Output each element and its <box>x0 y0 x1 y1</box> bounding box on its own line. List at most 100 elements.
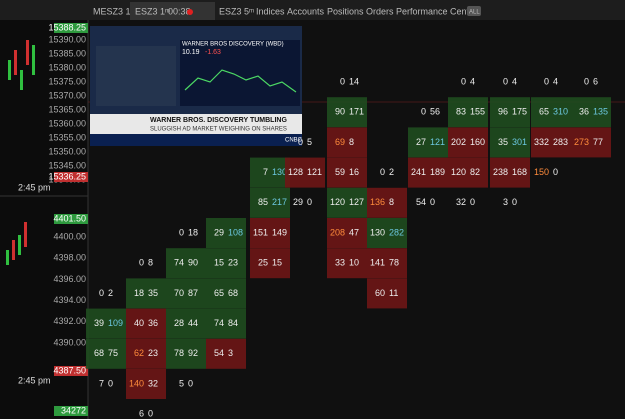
bid-volume: 36 <box>579 107 589 117</box>
cell-bg <box>448 127 488 158</box>
video-price: 10.19 <box>182 49 200 56</box>
tab[interactable]: ESZ3 5ᵐ <box>219 6 254 16</box>
video-line <box>184 69 297 93</box>
bid-volume: 208 <box>330 227 345 237</box>
ask-volume: 8 <box>148 258 153 268</box>
video-title: WARNER BROS DISCOVERY (WBD) <box>182 42 284 48</box>
bid-volume: 0 <box>421 107 426 117</box>
bid-volume: 54 <box>416 197 426 207</box>
ask-volume: 155 <box>470 107 485 117</box>
tab[interactable]: Positions <box>327 6 364 16</box>
ask-volume: 0 <box>512 197 517 207</box>
video-network: CNBC <box>285 138 303 144</box>
ask-volume: 6 <box>593 76 598 86</box>
ask-volume: 282 <box>389 227 404 237</box>
bid-volume: 90 <box>335 107 345 117</box>
ask-volume: 168 <box>512 167 527 177</box>
ask-volume: 68 <box>228 288 238 298</box>
video-change: -1.63 <box>205 49 221 56</box>
tab[interactable]: 00:38 <box>168 6 191 16</box>
ask-volume: 47 <box>349 227 359 237</box>
ask-volume: 14 <box>349 76 359 86</box>
video-chart <box>180 40 300 106</box>
cell-bg <box>327 187 367 218</box>
ask-volume: 0 <box>430 197 435 207</box>
bid-volume: 70 <box>174 288 184 298</box>
ask-volume: 4 <box>470 76 475 86</box>
ask-volume: 11 <box>389 288 398 298</box>
video-headline: WARNER BROS. DISCOVERY TUMBLING <box>150 117 287 124</box>
ask-volume: 0 <box>470 197 475 207</box>
cell-bg <box>367 278 407 309</box>
tab[interactable]: Performance Center <box>396 6 477 16</box>
bid-volume: 40 <box>134 318 144 328</box>
ask-volume: 149 <box>272 227 287 237</box>
bid-volume: 27 <box>416 137 426 147</box>
ask-volume: 35 <box>148 288 158 298</box>
price-label: 15355.00 <box>48 132 86 142</box>
bid-volume: 7 <box>263 167 268 177</box>
candle <box>26 40 29 65</box>
bid-volume: 120 <box>451 167 466 177</box>
high-label: 15388.25 <box>48 22 86 32</box>
bid-volume: 7 <box>99 378 104 388</box>
cell-bg <box>285 157 325 188</box>
bid-volume: 39 <box>94 318 104 328</box>
price-label: 4398.00 <box>53 253 86 263</box>
bid-volume: 151 <box>253 227 268 237</box>
ask-volume: 2 <box>389 167 394 177</box>
ask-volume: 15 <box>272 258 282 268</box>
cell-bg <box>531 127 571 158</box>
bid-volume: 0 <box>179 227 184 237</box>
ask-volume: 130 <box>272 167 287 177</box>
ask-volume: 0 <box>553 167 558 177</box>
tab-badge <box>467 6 481 16</box>
price-label: 15390.00 <box>48 34 86 44</box>
price-label: 15360.00 <box>48 118 86 128</box>
bid-volume: 141 <box>370 258 385 268</box>
bid-volume: 65 <box>539 107 549 117</box>
ask-volume: 84 <box>228 318 238 328</box>
ask-volume: 2 <box>108 288 113 298</box>
cell-bg <box>367 248 407 279</box>
bid-volume: 0 <box>503 76 508 86</box>
tab[interactable]: Indices <box>256 6 285 16</box>
price-label: 4400.00 <box>53 231 86 241</box>
ask-volume: 23 <box>228 258 238 268</box>
price-label: 15350.00 <box>48 146 86 156</box>
tab[interactable]: MESZ3 1ᵐ <box>93 6 136 16</box>
cell-bg <box>448 97 488 128</box>
ask-volume: 310 <box>553 107 568 117</box>
ask-volume: 160 <box>470 137 485 147</box>
bid-volume: 332 <box>534 137 549 147</box>
tab[interactable]: ESZ3 1ᵐ <box>135 6 170 16</box>
ask-volume: 189 <box>430 167 445 177</box>
bid-volume: 120 <box>330 197 345 207</box>
bid-volume: 0 <box>99 288 104 298</box>
cell-bg <box>250 157 290 188</box>
ask-volume: 0 <box>307 197 312 207</box>
bid-volume: 130 <box>370 227 385 237</box>
price-label: 15375.00 <box>48 76 86 86</box>
bid-volume: 15 <box>214 258 224 268</box>
tab[interactable]: Accounts <box>287 6 325 16</box>
ask-volume: 108 <box>228 227 243 237</box>
tab[interactable]: Orders <box>366 6 394 16</box>
bid-volume: 59 <box>335 167 345 177</box>
ask-volume: 18 <box>188 227 198 237</box>
ask-volume: 44 <box>188 318 198 328</box>
bid-volume: 0 <box>380 167 385 177</box>
bid-volume: 202 <box>451 137 466 147</box>
cell-bg <box>166 248 206 279</box>
bid-volume: 128 <box>288 167 303 177</box>
video-subheadline: SLUGGISH AD MARKET WEIGHING ON SHARES <box>150 127 287 133</box>
tab[interactable]: ALL <box>469 10 480 16</box>
cell-bg <box>490 127 530 158</box>
price-label: 15370.00 <box>48 90 86 100</box>
bid-volume: 65 <box>214 288 224 298</box>
bid-volume: 28 <box>174 318 184 328</box>
price-label: 4390.00 <box>53 337 86 347</box>
cell-bg <box>166 338 206 369</box>
